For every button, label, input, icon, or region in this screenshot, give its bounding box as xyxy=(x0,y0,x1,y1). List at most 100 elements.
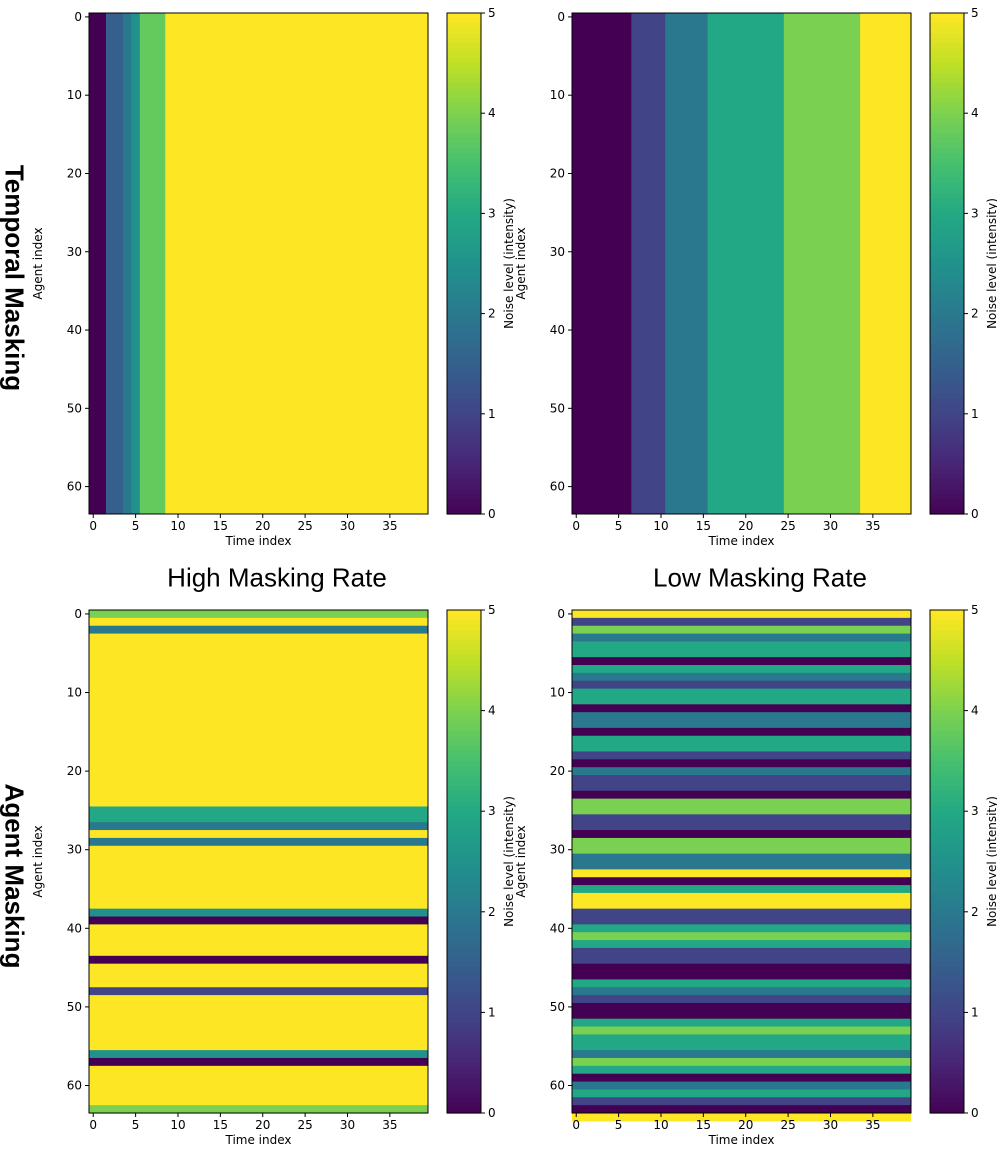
heatmap-column-band xyxy=(716,13,726,514)
colorbar-segment xyxy=(930,218,964,225)
colorbar-segment xyxy=(447,38,481,44)
x-tick-label: 10 xyxy=(653,1118,668,1132)
heatmap-column-band xyxy=(902,13,912,514)
colorbar-segment xyxy=(930,438,964,445)
colorbar-segment xyxy=(930,821,964,827)
colorbar-segment xyxy=(930,183,964,189)
heatmap-column-band xyxy=(588,13,599,514)
heatmap-column-band xyxy=(411,13,421,514)
colorbar-segment xyxy=(930,188,964,194)
colorbar-segment xyxy=(930,463,964,470)
x-tick-label: 30 xyxy=(823,1118,838,1132)
y-axis-label: Agent index xyxy=(514,825,528,897)
colorbar-segment xyxy=(447,53,481,59)
heatmap-column-band xyxy=(639,13,649,514)
y-axis-label: Agent index xyxy=(31,825,45,897)
colorbar-segment xyxy=(930,816,964,822)
colorbar-segment xyxy=(930,488,964,495)
colorbar-segment xyxy=(930,313,964,320)
colorbar-segment xyxy=(930,128,964,134)
colorbar-segment xyxy=(447,901,481,908)
colorbar-segment xyxy=(930,403,964,410)
colorbar-segment xyxy=(447,108,481,114)
colorbar-segment xyxy=(930,228,964,235)
heatmap-row-band xyxy=(89,1105,428,1114)
heatmap-row-band xyxy=(89,955,428,965)
colorbar-segment xyxy=(447,413,481,420)
colorbar-segment xyxy=(930,198,964,204)
colorbar-segment xyxy=(447,283,481,290)
heatmap-row-band xyxy=(89,798,428,808)
x-tick-label: 5 xyxy=(615,1118,623,1132)
colorbar-segment xyxy=(930,876,964,883)
colorbar-tick-label: 2 xyxy=(971,905,979,919)
colorbar-segment xyxy=(930,428,964,435)
colorbar-tick-label: 0 xyxy=(971,507,979,521)
colorbar-segment xyxy=(930,283,964,290)
colorbar-tick-label: 1 xyxy=(488,407,496,421)
colorbar-segment xyxy=(930,760,964,767)
heatmap-row-band xyxy=(89,1097,428,1106)
y-tick-label: 50 xyxy=(67,401,82,415)
heatmap-column-band xyxy=(360,13,370,514)
heatmap-row-band xyxy=(89,892,428,902)
colorbar-segment xyxy=(447,68,481,74)
colorbar-tick-label: 1 xyxy=(488,1005,496,1019)
heatmap-row-band xyxy=(89,735,428,745)
y-tick-label: 40 xyxy=(550,921,565,935)
colorbar-segment xyxy=(930,610,964,616)
heatmap-row-band xyxy=(89,916,428,925)
heatmap-column-band xyxy=(834,13,844,514)
y-tick-label: 30 xyxy=(550,843,565,857)
colorbar-label: Noise level (intensity) xyxy=(502,796,516,927)
colorbar-segment xyxy=(447,685,481,692)
colorbar-segment xyxy=(930,650,964,656)
colorbar-segment xyxy=(447,735,481,742)
colorbar-segment xyxy=(930,98,964,104)
colorbar-segment xyxy=(930,851,964,858)
colorbar-segment xyxy=(930,730,964,737)
heatmap-row-band xyxy=(89,767,428,776)
colorbar-segment xyxy=(447,388,481,395)
colorbar-segment xyxy=(930,448,964,455)
colorbar-segment xyxy=(930,208,964,214)
colorbar-segment xyxy=(447,851,481,858)
colorbar-segment xyxy=(447,328,481,335)
heatmap-row-band xyxy=(572,1034,911,1043)
colorbar-segment xyxy=(447,208,481,214)
heatmap-row-band xyxy=(89,1042,428,1051)
colorbar-segment xyxy=(930,93,964,99)
colorbar-segment xyxy=(447,881,481,888)
colorbar-segment xyxy=(930,278,964,285)
colorbar-segment xyxy=(930,1072,964,1079)
heatmap-column-band xyxy=(139,13,149,514)
heatmap-column-band xyxy=(275,13,285,514)
colorbar-segment xyxy=(447,458,481,465)
colorbar-segment xyxy=(447,916,481,923)
colorbar-segment xyxy=(447,73,481,79)
colorbar-segment xyxy=(930,1022,964,1029)
x-tick-label: 20 xyxy=(255,519,270,533)
colorbar-segment xyxy=(447,836,481,842)
heatmap-row-band xyxy=(572,1105,911,1114)
heatmap-column-band xyxy=(105,13,116,514)
colorbar-segment xyxy=(447,1037,481,1044)
colorbar-segment xyxy=(447,977,481,983)
heatmap-column-band xyxy=(89,13,99,514)
y-tick-label: 50 xyxy=(550,401,565,415)
heatmap-column-band xyxy=(122,13,132,514)
colorbar-segment xyxy=(447,957,481,963)
colorbar-segment xyxy=(447,680,481,687)
heatmap-row-band xyxy=(89,633,428,643)
heatmap-row-band xyxy=(572,1050,911,1059)
x-tick-label: 5 xyxy=(132,519,140,533)
colorbar-segment xyxy=(930,685,964,692)
x-tick-label: 30 xyxy=(340,519,355,533)
heatmap-row-band xyxy=(89,861,428,870)
colorbar-segment xyxy=(930,962,964,968)
heatmap-row-band xyxy=(572,885,911,894)
colorbar-segment xyxy=(447,725,481,732)
colorbar-segment xyxy=(447,1022,481,1029)
colorbar-segment xyxy=(930,775,964,782)
